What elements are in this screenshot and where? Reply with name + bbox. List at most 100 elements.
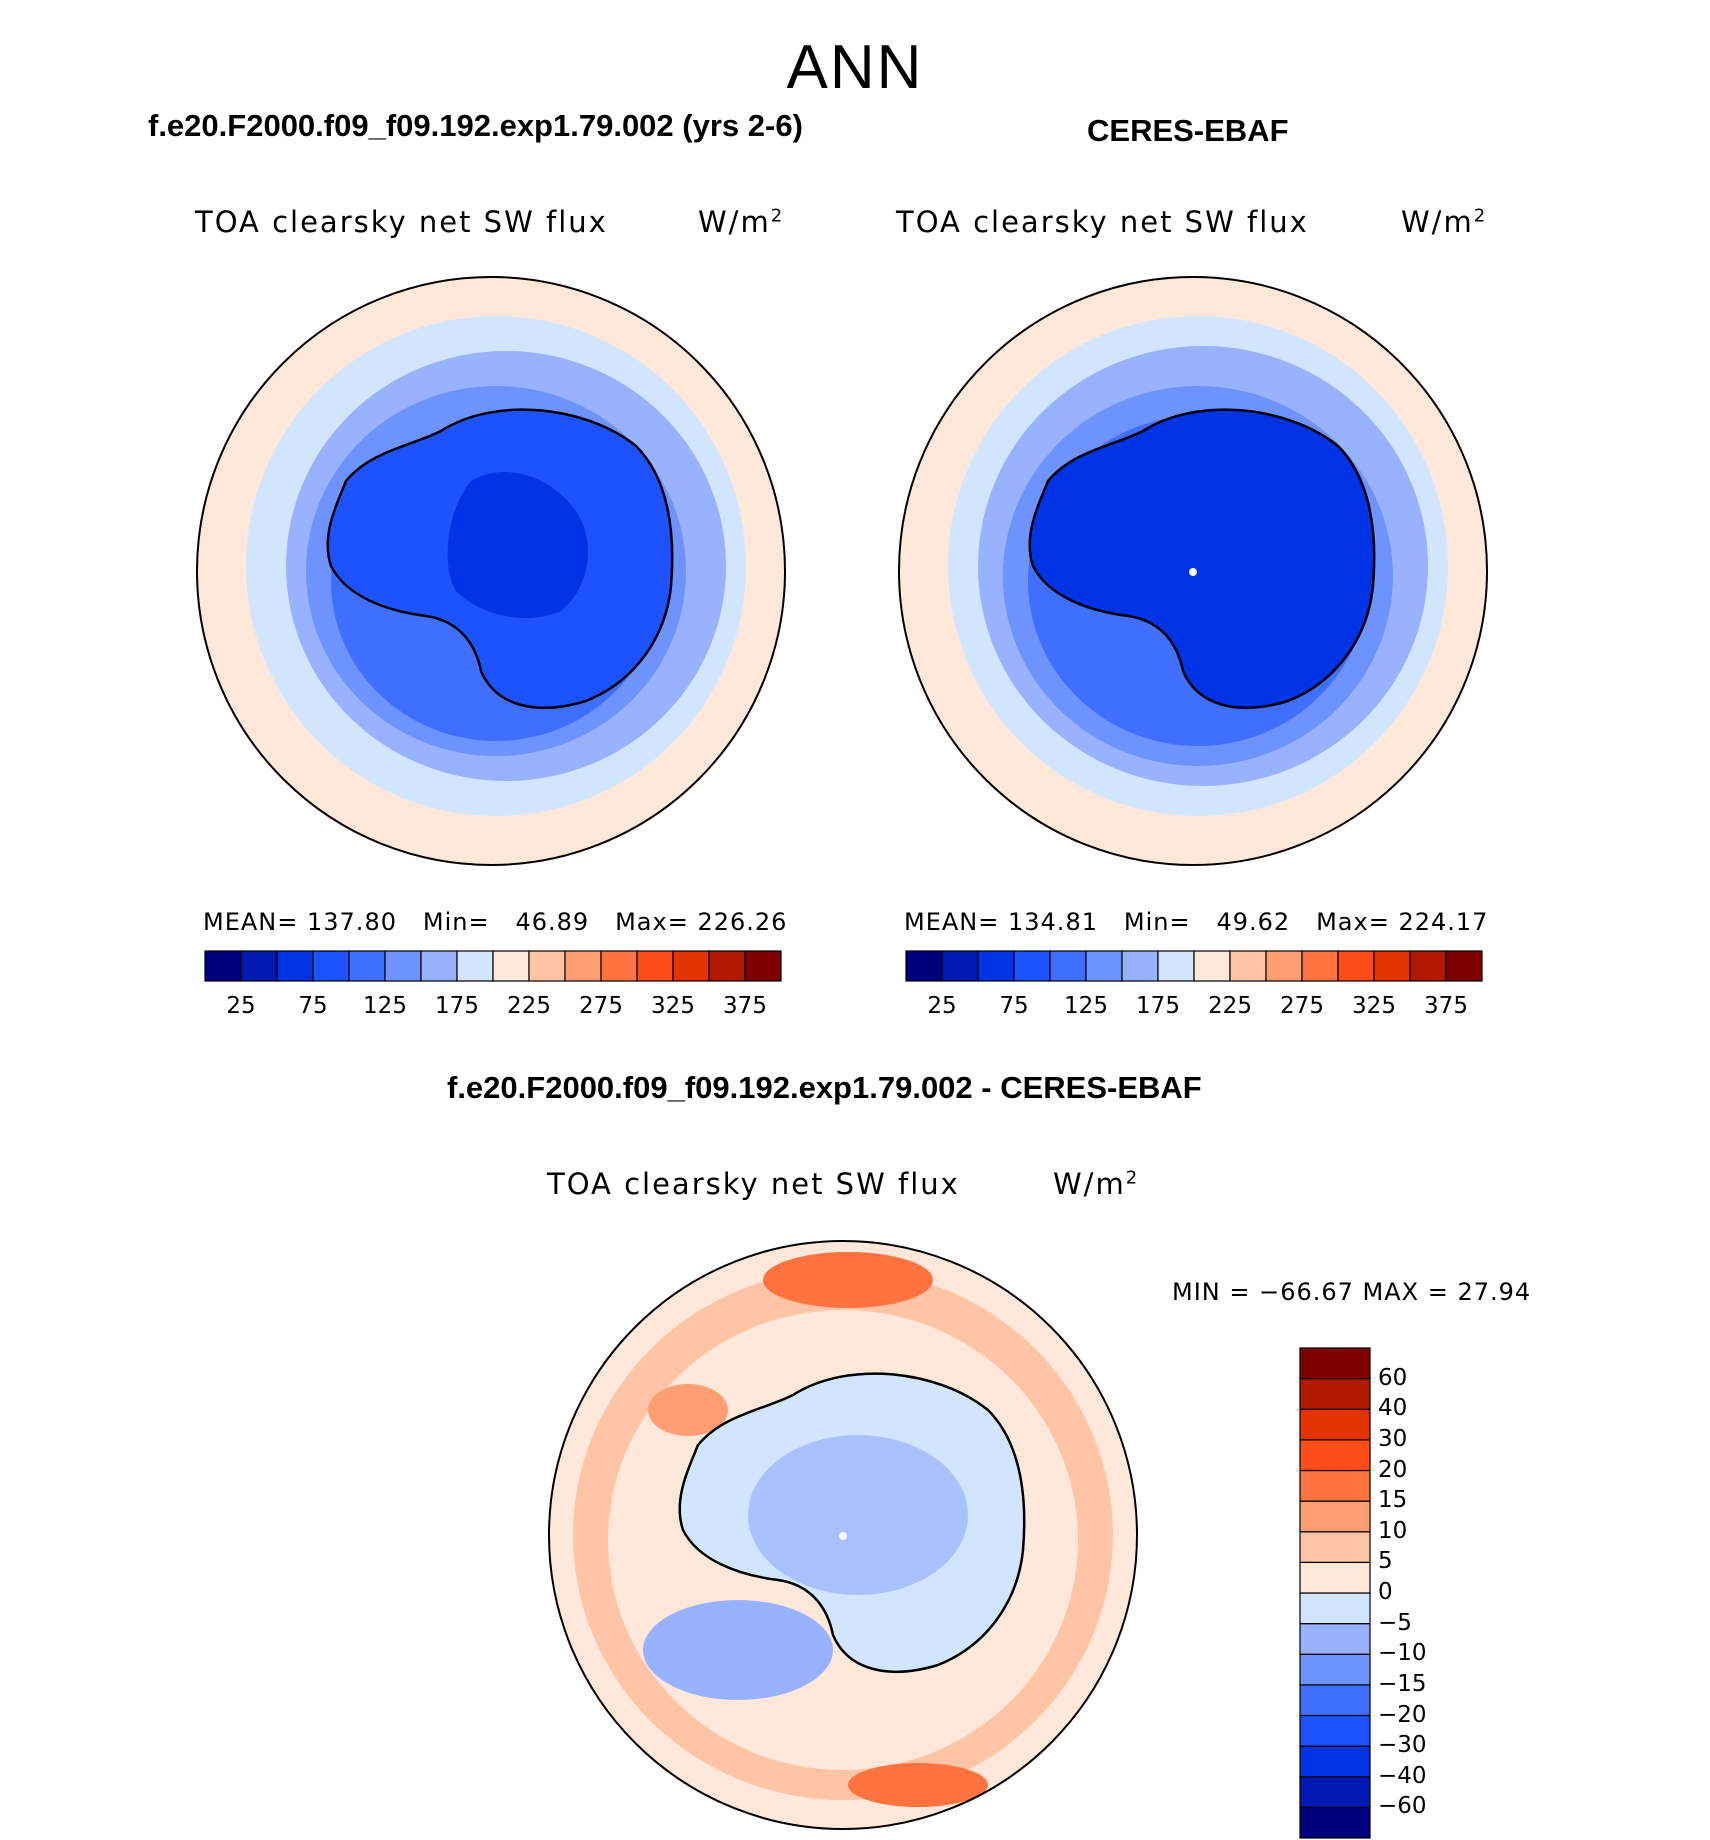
colorbar-tick-label: 175 bbox=[1136, 993, 1180, 1019]
diff-colorbar-tick-label: −40 bbox=[1378, 1762, 1427, 1789]
diff-colorbar-tick-label: −60 bbox=[1378, 1793, 1427, 1820]
model-case-title: f.e20.F2000.f09_f09.192.exp1.79.002 (yrs… bbox=[148, 108, 803, 143]
colorbar-box-0 bbox=[204, 950, 242, 982]
model-map-border bbox=[196, 276, 786, 866]
colorbar-box-3 bbox=[1013, 950, 1051, 982]
obs-case-title: CERES-EBAF bbox=[1087, 113, 1289, 148]
colorbar-box-2 bbox=[276, 950, 314, 982]
colorbar-box-13 bbox=[672, 950, 710, 982]
colorbar-tick-label: 225 bbox=[507, 993, 551, 1019]
diff-map bbox=[548, 1240, 1138, 1830]
colorbar-tick-label: 125 bbox=[1064, 993, 1108, 1019]
diff-colorbar-tick-label: −30 bbox=[1378, 1732, 1427, 1759]
colorbar-box-6 bbox=[420, 950, 458, 982]
colorbar-box-11 bbox=[1301, 950, 1339, 982]
colorbar-box-3 bbox=[312, 950, 350, 982]
colorbar-tick-label: 25 bbox=[226, 993, 256, 1019]
obs-south-pole-marker bbox=[1189, 568, 1197, 576]
colorbar-box-15 bbox=[744, 950, 782, 982]
diff-colorbar-tick-label: 15 bbox=[1378, 1487, 1408, 1514]
obs-colorbar bbox=[905, 950, 1483, 982]
diff-colorbar-box-12 bbox=[1299, 1439, 1371, 1472]
diff-colorbar-tick-label: −5 bbox=[1378, 1609, 1412, 1636]
diff-colorbar-box-0 bbox=[1299, 1806, 1371, 1839]
diff-colorbar-tick-label: 60 bbox=[1378, 1364, 1408, 1391]
diff-anomaly-south bbox=[848, 1763, 988, 1807]
colorbar-box-7 bbox=[1157, 950, 1195, 982]
obs-map bbox=[898, 276, 1488, 866]
diff-minmax: MIN = −66.67 MAX = 27.94 bbox=[1172, 1278, 1532, 1306]
colorbar-box-4 bbox=[348, 950, 386, 982]
diff-colorbar-box-1 bbox=[1299, 1776, 1371, 1808]
colorbar-box-10 bbox=[1265, 950, 1303, 982]
colorbar-box-2 bbox=[977, 950, 1015, 982]
diff-colorbar-box-9 bbox=[1299, 1531, 1371, 1563]
colorbar-tick-label: 125 bbox=[363, 993, 407, 1019]
diff-anomaly-ross bbox=[643, 1600, 833, 1700]
model-colorbar bbox=[204, 950, 782, 982]
diff-colorbar-box-5 bbox=[1299, 1653, 1371, 1686]
obs-units: W/m2 bbox=[1401, 205, 1488, 239]
colorbar-tick-label: 375 bbox=[723, 993, 767, 1019]
diff-colorbar-tick-label: 10 bbox=[1378, 1517, 1408, 1544]
diff-units: W/m2 bbox=[1053, 1167, 1140, 1201]
diff-anomaly-north bbox=[763, 1252, 933, 1308]
diff-colorbar-tick-label: −10 bbox=[1378, 1640, 1427, 1667]
colorbar-box-13 bbox=[1373, 950, 1411, 982]
diff-colorbar-box-15 bbox=[1299, 1347, 1371, 1380]
diff-map-border bbox=[548, 1240, 1138, 1830]
diff-colorbar-box-4 bbox=[1299, 1684, 1371, 1717]
colorbar-tick-label: 75 bbox=[999, 993, 1029, 1019]
diff-anomaly-plateau bbox=[748, 1435, 968, 1595]
model-var-label: TOA clearsky net SW flux bbox=[195, 205, 608, 239]
diff-colorbar-box-7 bbox=[1299, 1592, 1371, 1625]
colorbar-box-9 bbox=[528, 950, 566, 982]
colorbar-tick-label: 275 bbox=[1280, 993, 1324, 1019]
diff-colorbar-box-3 bbox=[1299, 1714, 1371, 1747]
diff-south-pole-marker bbox=[839, 1532, 847, 1540]
colorbar-box-1 bbox=[240, 950, 278, 982]
diff-colorbar-box-13 bbox=[1299, 1408, 1371, 1441]
colorbar-tick-label: 175 bbox=[435, 993, 479, 1019]
colorbar-box-7 bbox=[456, 950, 494, 982]
colorbar-box-15 bbox=[1445, 950, 1483, 982]
colorbar-tick-label: 325 bbox=[651, 993, 695, 1019]
diff-colorbar-box-8 bbox=[1299, 1561, 1371, 1594]
colorbar-box-4 bbox=[1049, 950, 1087, 982]
colorbar-box-12 bbox=[636, 950, 674, 982]
diff-colorbar-tick-label: 5 bbox=[1378, 1548, 1393, 1575]
colorbar-tick-label: 225 bbox=[1208, 993, 1252, 1019]
diff-colorbar-tick-label: 30 bbox=[1378, 1425, 1408, 1452]
colorbar-tick-label: 375 bbox=[1424, 993, 1468, 1019]
diff-colorbar-tick-label: −20 bbox=[1378, 1701, 1427, 1728]
obs-stats: MEAN= 134.81 Min= 49.62 Max= 224.17 bbox=[904, 908, 1489, 936]
colorbar-box-8 bbox=[1193, 950, 1231, 982]
diff-colorbar bbox=[1299, 1347, 1371, 1839]
colorbar-box-12 bbox=[1337, 950, 1375, 982]
obs-map-border bbox=[898, 276, 1488, 866]
obs-antarctica-coastline bbox=[1028, 408, 1376, 709]
colorbar-box-8 bbox=[492, 950, 530, 982]
colorbar-box-9 bbox=[1229, 950, 1267, 982]
diff-var-label: TOA clearsky net SW flux bbox=[547, 1167, 960, 1201]
colorbar-box-5 bbox=[1085, 950, 1123, 982]
obs-var-label: TOA clearsky net SW flux bbox=[896, 205, 1309, 239]
diff-colorbar-tick-label: 40 bbox=[1378, 1395, 1408, 1422]
model-stats: MEAN= 137.80 Min= 46.89 Max= 226.26 bbox=[203, 908, 788, 936]
diff-colorbar-box-6 bbox=[1299, 1623, 1371, 1655]
diff-colorbar-tick-label: 0 bbox=[1378, 1579, 1393, 1605]
colorbar-tick-label: 325 bbox=[1352, 993, 1396, 1019]
colorbar-tick-label: 75 bbox=[298, 993, 328, 1019]
diff-colorbar-box-10 bbox=[1299, 1500, 1371, 1533]
diff-colorbar-box-11 bbox=[1299, 1469, 1371, 1502]
colorbar-box-10 bbox=[564, 950, 602, 982]
colorbar-box-11 bbox=[600, 950, 638, 982]
diff-case-title: f.e20.F2000.f09_f09.192.exp1.79.002 - CE… bbox=[447, 1070, 1202, 1105]
colorbar-tick-label: 25 bbox=[927, 993, 957, 1019]
colorbar-box-14 bbox=[708, 950, 746, 982]
colorbar-box-14 bbox=[1409, 950, 1447, 982]
diff-colorbar-tick-label: 20 bbox=[1378, 1456, 1408, 1483]
diff-colorbar-tick-label: −15 bbox=[1378, 1670, 1427, 1697]
diff-colorbar-box-14 bbox=[1299, 1378, 1371, 1410]
colorbar-box-5 bbox=[384, 950, 422, 982]
